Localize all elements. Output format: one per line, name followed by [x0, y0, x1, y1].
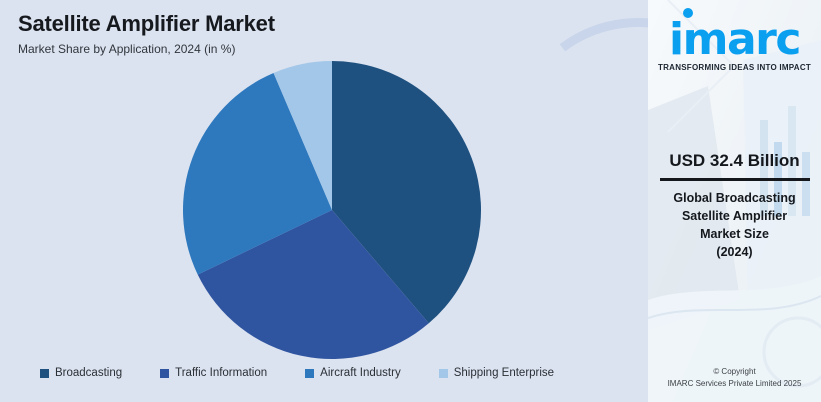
imarc-wordmark-text: imarc — [669, 14, 801, 65]
pie-chart-svg — [182, 61, 482, 360]
chart-title: Satellite Amplifier Market — [18, 11, 275, 36]
legend-item[interactable]: Traffic Information — [160, 366, 267, 380]
imarc-logo: imarc TRANSFORMING IDEAS INTO IMPACT — [648, 8, 821, 72]
brand-panel-content: imarc TRANSFORMING IDEAS INTO IMPACT USD… — [648, 0, 821, 402]
copyright-line: © Copyright — [713, 367, 756, 376]
pie-slice — [332, 61, 482, 324]
legend-item-label: Traffic Information — [175, 367, 268, 379]
pie-slice — [182, 72, 332, 275]
logo-dot-icon — [683, 8, 694, 18]
market-value-caption-line: Market Size — [700, 227, 769, 241]
imarc-wordmark: imarc — [669, 8, 801, 62]
legend-item[interactable]: Aircraft Industry — [305, 366, 401, 380]
chart-panel: Satellite Amplifier Market Market Share … — [18, 1, 648, 380]
market-value-caption: Global Broadcasting Satellite Amplifier Ma… — [656, 189, 813, 261]
market-value-caption-line: Global Broadcasting — [673, 191, 796, 205]
legend-item[interactable]: Shipping Enterprise — [438, 366, 555, 380]
chart-subtitle: Market Share by Application, 2024 (in %) — [18, 42, 236, 56]
pie-slice-group — [182, 61, 482, 360]
pie-slice — [273, 61, 332, 210]
legend-swatch-icon — [40, 368, 49, 378]
market-value-caption-line: Satellite Amplifier — [681, 209, 788, 223]
chart-legend: Broadcasting Traffic Information Aircraft … — [40, 366, 620, 380]
legend-swatch-icon — [305, 368, 315, 378]
imarc-tagline: TRANSFORMING IDEAS INTO IMPACT — [658, 63, 811, 72]
divider — [659, 178, 810, 181]
copyright-block: © Copyright IMARC Services Private Limite… — [648, 366, 821, 390]
legend-item-label: Shipping Enterprise — [453, 367, 555, 379]
legend-swatch-icon — [438, 368, 448, 378]
legend-item-label: Broadcasting — [55, 367, 123, 379]
decorative-arc-icon — [491, 1, 648, 295]
market-value-block: USD 32.4 Billion Global Broadcasting Sate… — [656, 150, 813, 261]
market-value-caption-line: (2024) — [716, 245, 753, 259]
legend-item[interactable]: Broadcasting — [40, 366, 122, 380]
legend-swatch-icon — [160, 368, 170, 378]
pie-chart — [182, 60, 482, 360]
market-value-headline: USD 32.4 Billion — [669, 151, 800, 170]
pie-slice — [197, 210, 429, 360]
brand-panel: imarc TRANSFORMING IDEAS INTO IMPACT USD… — [648, 0, 821, 402]
legend-item-label: Aircraft Industry — [320, 367, 401, 379]
title-block: Satellite Amplifier Market Market Share … — [18, 10, 275, 58]
copyright-line: IMARC Services Private Limited 2025 — [667, 379, 802, 388]
